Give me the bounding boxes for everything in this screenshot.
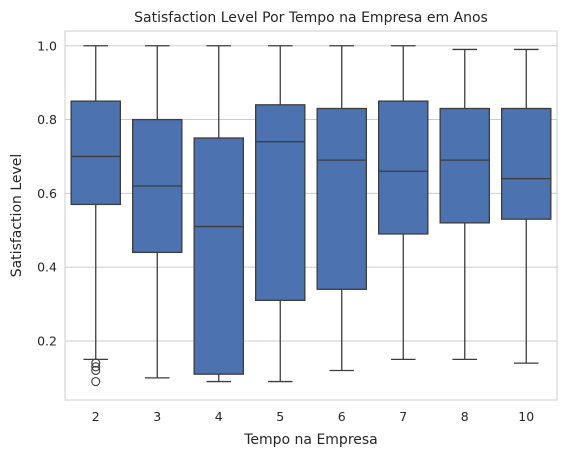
box-group-4 [193,45,244,383]
y-tick-label: 1.0 [37,38,57,53]
box-iqr [193,137,244,375]
box-iqr [254,104,306,302]
box-iqr [377,100,429,235]
box-group-3 [131,45,183,379]
x-tick-label: 8 [461,409,469,424]
outlier-point [91,365,101,376]
outlier-point [91,362,101,372]
box-iqr [316,107,367,290]
x-tick-label: 2 [92,409,100,424]
box-group-2 [70,45,122,387]
box-group-8 [439,48,490,361]
boxes-group [70,45,552,387]
box-group-5 [254,45,306,383]
chart-title: Satisfaction Level Por Tempo na Empresa … [134,10,488,26]
x-tick-labels: 2 3 4 5 6 7 8 10 [92,409,534,424]
outlier-point [91,358,101,368]
x-tick-label: 3 [153,409,161,424]
x-tick-label: 5 [276,409,284,424]
x-tick-label: 10 [518,409,534,424]
outlier-point [91,376,101,387]
x-tick-label: 6 [338,409,346,424]
y-tick-label: 0.2 [37,333,57,348]
x-tick-label: 4 [215,409,223,424]
x-axis-label: Tempo na Empresa [243,432,378,448]
box-group-7 [377,45,429,361]
box-iqr [70,100,122,206]
y-tick-label: 0.6 [37,186,57,201]
box-iqr [439,107,490,224]
box-group-10 [500,48,552,364]
box-iqr [500,107,552,220]
y-tick-labels: 0.2 0.4 0.6 0.8 1.0 [37,38,57,348]
y-axis-label: Satisfaction Level [9,154,25,278]
x-tick-label: 7 [399,409,407,424]
y-tick-label: 0.4 [37,260,57,275]
box-group-6 [316,45,367,372]
y-tick-label: 0.8 [37,112,57,127]
